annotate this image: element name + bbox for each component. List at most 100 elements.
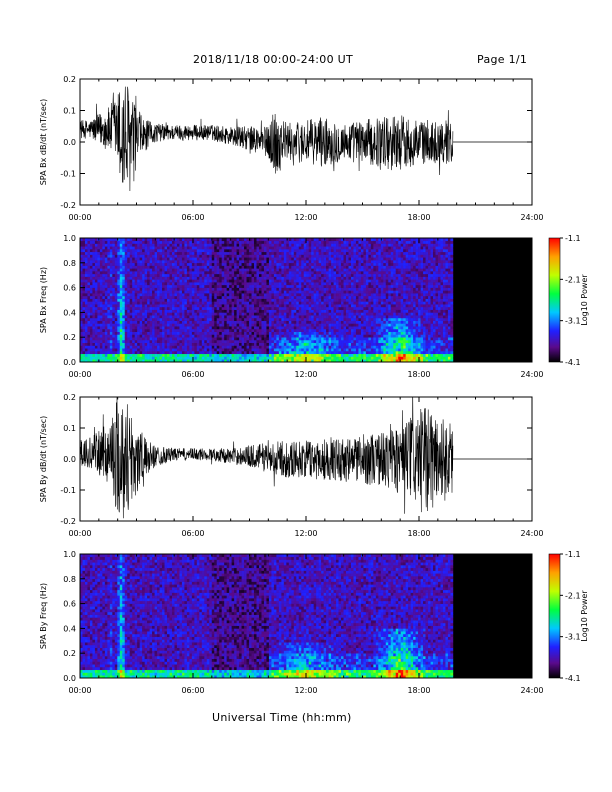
heatmap-cell bbox=[234, 331, 237, 335]
heatmap-cell bbox=[219, 359, 223, 363]
heatmap-cell bbox=[147, 290, 150, 294]
heatmap-cell bbox=[244, 276, 247, 280]
heatmap-cell bbox=[129, 290, 133, 294]
heatmap-cell bbox=[142, 251, 145, 255]
heatmap-cell bbox=[258, 293, 262, 297]
heatmap-cell bbox=[271, 323, 275, 327]
heatmap-cell bbox=[112, 251, 116, 255]
heatmap-cell bbox=[147, 304, 150, 308]
heatmap-cell bbox=[341, 290, 344, 294]
heatmap-cell bbox=[246, 359, 250, 363]
heatmap-cell bbox=[181, 356, 185, 360]
heatmap-cell bbox=[229, 295, 232, 299]
heatmap-cell bbox=[134, 345, 138, 349]
heatmap-cell bbox=[114, 356, 118, 360]
heatmap-cell bbox=[316, 342, 319, 346]
heatmap-cell bbox=[176, 342, 180, 346]
heatmap-cell bbox=[104, 279, 108, 283]
heatmap-cell bbox=[301, 271, 305, 275]
heatmap-cell bbox=[338, 293, 342, 297]
heatmap-cell bbox=[348, 240, 352, 244]
heatmap-cell bbox=[249, 301, 252, 305]
heatmap-cell bbox=[234, 287, 237, 291]
heatmap-cell bbox=[167, 353, 170, 357]
heatmap-cell bbox=[231, 323, 235, 327]
heatmap-cell bbox=[211, 339, 215, 344]
heatmap-cell bbox=[249, 339, 252, 344]
heatmap-cell bbox=[112, 301, 116, 305]
heatmap-cell bbox=[149, 334, 153, 338]
heatmap-cell bbox=[186, 293, 190, 297]
heatmap-cell bbox=[306, 282, 310, 286]
heatmap-cell bbox=[152, 260, 155, 264]
heatmap-cell bbox=[321, 260, 324, 264]
heatmap-cell bbox=[286, 317, 290, 321]
heatmap-cell bbox=[271, 342, 275, 346]
heatmap-cell bbox=[167, 323, 170, 327]
heatmap-cell bbox=[288, 290, 292, 294]
heatmap-cell bbox=[102, 257, 106, 261]
heatmap-cell bbox=[308, 356, 312, 360]
heatmap-cell bbox=[144, 240, 148, 244]
heatmap-cell bbox=[132, 279, 135, 283]
heatmap-cell bbox=[331, 271, 334, 275]
heatmap-cell bbox=[94, 249, 98, 253]
heatmap-cell bbox=[157, 260, 160, 264]
heatmap-cell bbox=[201, 342, 205, 346]
heatmap-cell bbox=[221, 353, 225, 357]
heatmap-cell bbox=[263, 238, 267, 242]
heatmap-cell bbox=[261, 243, 265, 247]
heatmap-cell bbox=[84, 279, 88, 283]
heatmap-cell bbox=[266, 306, 270, 310]
heatmap-cell bbox=[298, 257, 302, 261]
heatmap-cell bbox=[214, 273, 218, 277]
heatmap-cell bbox=[122, 323, 126, 327]
heatmap-cell bbox=[226, 317, 230, 321]
heatmap-cell bbox=[114, 287, 118, 291]
heatmap-cell bbox=[214, 323, 218, 327]
heatmap-cell bbox=[89, 251, 93, 255]
heatmap-cell bbox=[169, 298, 173, 302]
heatmap-cell bbox=[346, 326, 349, 330]
heatmap-cell bbox=[276, 348, 280, 352]
heatmap-cell bbox=[256, 257, 260, 261]
heatmap-cell bbox=[214, 271, 218, 275]
heatmap-cell bbox=[109, 243, 113, 247]
heatmap-cell bbox=[341, 260, 344, 264]
heatmap-cell bbox=[154, 320, 158, 324]
heatmap-cell bbox=[288, 350, 292, 355]
heatmap-cell bbox=[214, 298, 218, 302]
heatmap-cell bbox=[204, 238, 208, 242]
heatmap-cell bbox=[244, 337, 247, 341]
heatmap-cell bbox=[321, 320, 324, 324]
heatmap-cell bbox=[144, 282, 148, 286]
heatmap-cell bbox=[196, 337, 200, 341]
heatmap-cell bbox=[276, 315, 280, 319]
heatmap-cell bbox=[216, 326, 220, 330]
heatmap-cell bbox=[162, 359, 165, 363]
heatmap-cell bbox=[189, 271, 193, 275]
heatmap-cell bbox=[99, 317, 103, 321]
heatmap-cell bbox=[184, 306, 188, 310]
heatmap-cell bbox=[313, 320, 317, 324]
heatmap-cell bbox=[206, 295, 210, 299]
heatmap-cell bbox=[346, 301, 349, 305]
heatmap-cell bbox=[231, 353, 235, 357]
heatmap-cell bbox=[107, 240, 111, 244]
heatmap-cell bbox=[164, 350, 168, 355]
heatmap-cell bbox=[109, 251, 113, 255]
heatmap-cell bbox=[301, 290, 305, 294]
heatmap-cell bbox=[244, 251, 247, 255]
heatmap-cell bbox=[341, 312, 344, 316]
heatmap-cell bbox=[306, 295, 310, 299]
heatmap-cell bbox=[162, 339, 165, 344]
heatmap-cell bbox=[326, 293, 329, 297]
heatmap-cell bbox=[206, 345, 210, 349]
heatmap-cell bbox=[343, 337, 347, 341]
heatmap-cell bbox=[268, 293, 272, 297]
heatmap-cell bbox=[169, 279, 173, 283]
heatmap-cell bbox=[291, 284, 295, 288]
heatmap-cell bbox=[313, 240, 317, 244]
heatmap-cell bbox=[147, 254, 150, 258]
heatmap-cell bbox=[311, 331, 314, 335]
